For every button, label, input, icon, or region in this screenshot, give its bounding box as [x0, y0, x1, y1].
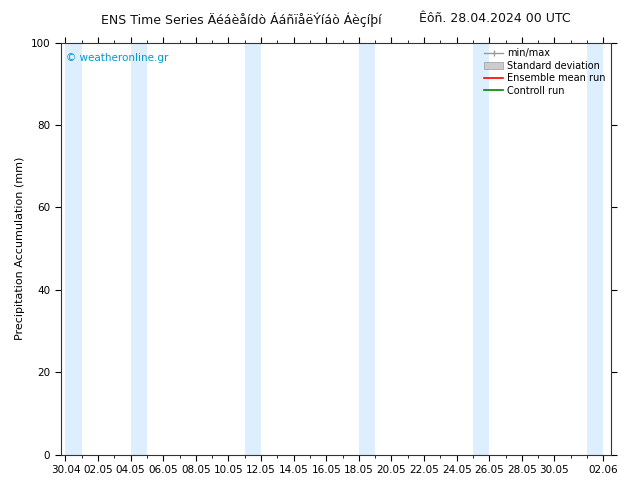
Y-axis label: Precipitation Accumulation (mm): Precipitation Accumulation (mm) [15, 157, 25, 340]
Bar [359, 43, 375, 455]
Text: Êôñ. 28.04.2024 00 UTC: Êôñ. 28.04.2024 00 UTC [418, 12, 571, 25]
Text: © weatheronline.gr: © weatheronline.gr [66, 53, 169, 63]
Bar [65, 43, 82, 455]
Bar [473, 43, 489, 455]
Bar [587, 43, 604, 455]
Legend: min/max, Standard deviation, Ensemble mean run, Controll run: min/max, Standard deviation, Ensemble me… [480, 45, 609, 99]
Bar [245, 43, 261, 455]
Text: ENS Time Series Äéáèåídò ÁáñïåëÝíáò Áèçíþí: ENS Time Series Äéáèåídò ÁáñïåëÝíáò Áèçí… [101, 12, 381, 27]
Bar [131, 43, 147, 455]
